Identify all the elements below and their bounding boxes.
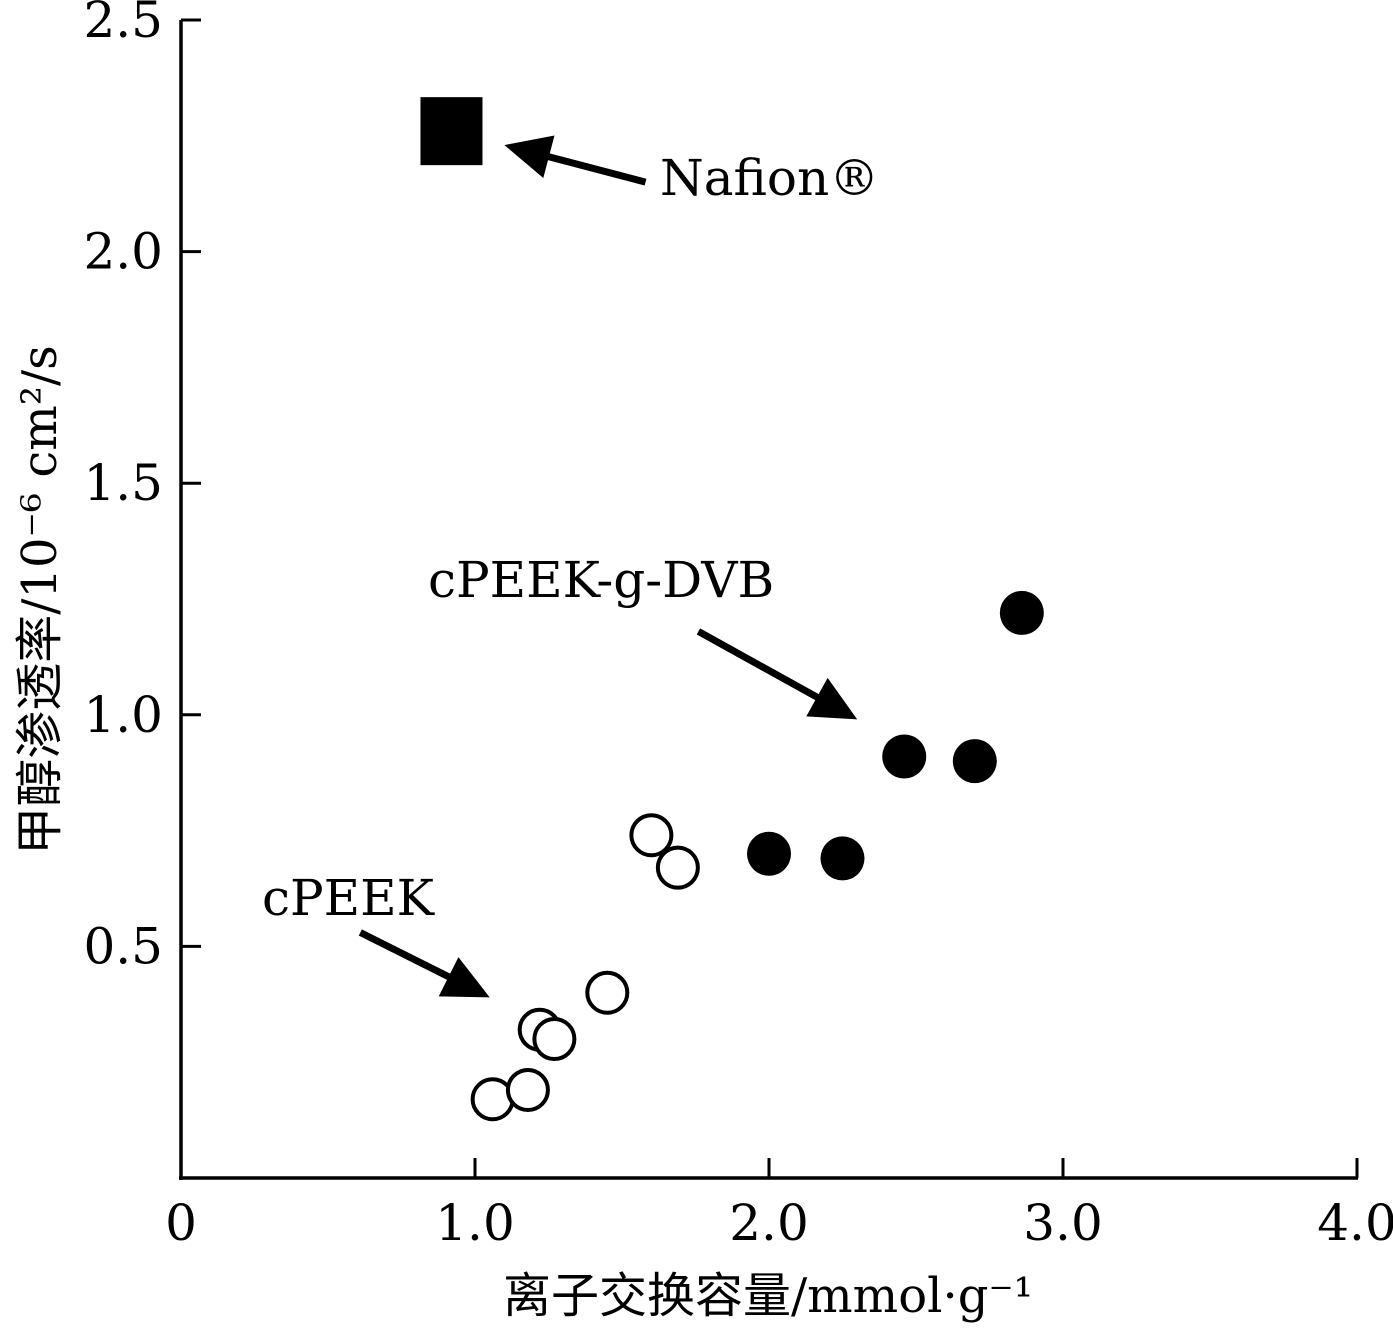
point-filled-circle-3 xyxy=(952,739,997,784)
x-tick-label-3: 3.0 xyxy=(1023,1194,1103,1252)
point-filled-circle-4 xyxy=(999,590,1044,635)
x-tick-label-2: 2.0 xyxy=(729,1194,809,1252)
arrow-shaft-2 xyxy=(358,929,454,982)
arrow-head-2 xyxy=(438,957,490,998)
y-tick-label-2: 1.5 xyxy=(83,454,163,512)
point-filled-circle-0 xyxy=(747,831,791,876)
annotation-cpeek-g-dvb: cPEEK-g-DVB xyxy=(428,551,774,609)
x-tick-label-0: 0 xyxy=(165,1194,197,1252)
arrow-shaft-1 xyxy=(696,628,823,703)
y-tick-label-0: 0.5 xyxy=(83,917,163,975)
x-ticks: 0 1.0 2.0 3.0 4.0 xyxy=(165,1158,1393,1252)
point-open-circle-1 xyxy=(505,1067,550,1112)
y-axis-title: 甲醇渗透率/10⁻⁶ cm²/s xyxy=(12,345,68,855)
point-filled-circle-2 xyxy=(882,734,927,779)
x-tick-label-1: 1.0 xyxy=(435,1194,515,1252)
point-open-circle-5 xyxy=(629,813,674,858)
y-tick-label-1: 1.0 xyxy=(83,686,163,744)
annotation-cpeek: cPEEK xyxy=(262,869,436,927)
arrow-head-1 xyxy=(806,677,858,720)
x-axis-title: 离子交换容量/mmol·g⁻¹ xyxy=(503,1268,1033,1324)
data-points xyxy=(420,97,1044,1122)
point-open-circle-6 xyxy=(655,845,700,890)
arrow-head-0 xyxy=(504,135,555,179)
arrow-shaft-0 xyxy=(544,152,647,186)
annotation-nafion: Nafion® xyxy=(660,149,879,207)
point-filled-circle-1 xyxy=(820,836,865,881)
point-open-circle-4 xyxy=(585,970,630,1015)
annotation-arrows xyxy=(358,135,858,998)
y-tick-label-4: 2.5 xyxy=(83,0,163,49)
y-tick-label-3: 2.0 xyxy=(83,223,163,281)
point-open-circle-3 xyxy=(532,1017,577,1062)
annotation-labels: Nafion® cPEEK-g-DVB cPEEK xyxy=(262,149,879,927)
point-square-0 xyxy=(420,97,483,166)
y-ticks: 0.5 1.0 1.5 2.0 2.5 xyxy=(83,0,201,975)
x-tick-label-4: 4.0 xyxy=(1317,1194,1393,1252)
